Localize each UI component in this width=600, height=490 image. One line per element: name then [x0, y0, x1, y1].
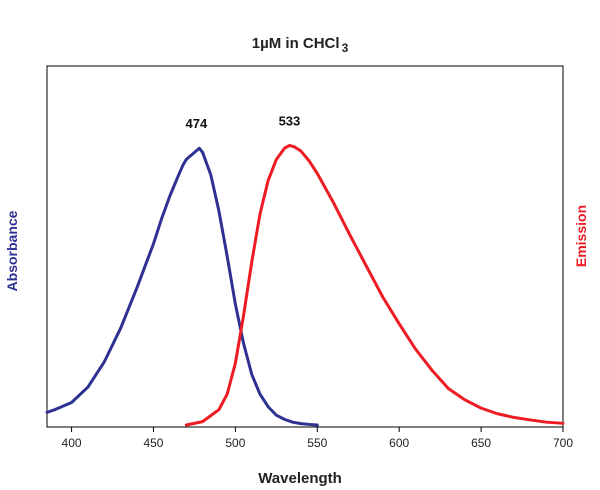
plot-area-frame [46, 65, 564, 428]
peak-label-533: 533 [279, 113, 301, 128]
series-line-emission [184, 143, 565, 427]
x-tick-label: 650 [471, 436, 491, 450]
left-y-axis-label: Absorbance [4, 210, 20, 291]
chart-title-main: 1µM in CHCl [252, 35, 340, 52]
peak-labels: 474 533 [185, 113, 300, 131]
x-tick-label: 600 [389, 436, 409, 450]
chart-title: 1µM in CHCl 3 [252, 35, 349, 55]
peak-label-474: 474 [185, 116, 207, 131]
series-lines [45, 143, 565, 427]
series-line-absorbance [45, 146, 319, 427]
chart-title-subscript: 3 [342, 41, 349, 55]
x-axis-label: Wavelength [258, 470, 342, 487]
x-axis-ticks: 400 450 500 550 600 650 700 [62, 427, 573, 450]
x-tick-label: 500 [225, 436, 245, 450]
x-tick-label: 700 [553, 436, 573, 450]
x-tick-label: 550 [307, 436, 327, 450]
right-y-axis-label: Emission [573, 205, 589, 267]
x-tick-label: 400 [62, 436, 82, 450]
x-tick-label: 450 [143, 436, 163, 450]
